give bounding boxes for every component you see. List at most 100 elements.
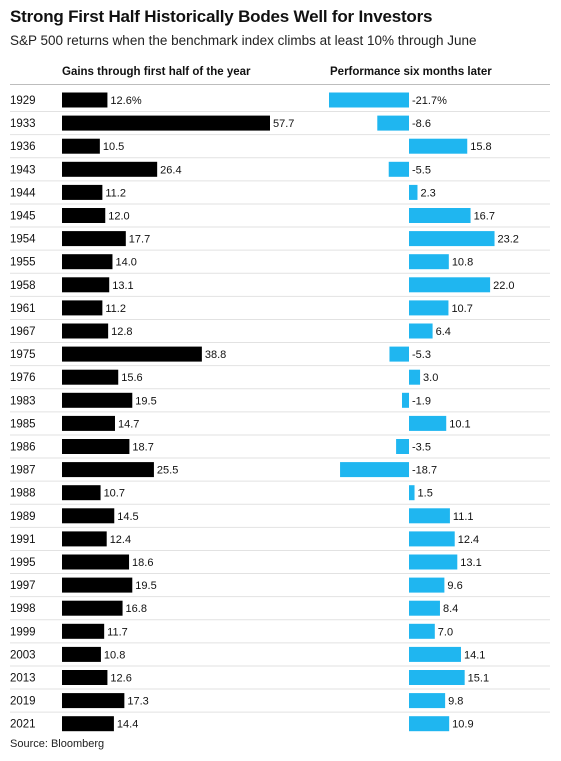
six-month-bar bbox=[409, 577, 445, 593]
six-month-bar bbox=[409, 323, 433, 339]
six-month-value-label: -5.3 bbox=[412, 349, 431, 361]
year-label: 1954 bbox=[10, 234, 36, 246]
six-month-value-label: 23.2 bbox=[498, 234, 519, 246]
six-month-value-label: 10.7 bbox=[451, 303, 472, 315]
gain-value-label: 15.6 bbox=[121, 372, 142, 384]
six-month-value-label: 10.8 bbox=[452, 257, 473, 269]
year-label: 1983 bbox=[10, 395, 36, 407]
six-month-value-label: 7.0 bbox=[438, 626, 453, 638]
year-label: 1945 bbox=[10, 211, 36, 223]
year-label: 1943 bbox=[10, 164, 36, 176]
six-month-bar bbox=[409, 300, 449, 316]
six-month-value-label: 12.4 bbox=[458, 534, 479, 546]
six-month-bar bbox=[409, 508, 450, 524]
year-label: 1989 bbox=[10, 511, 36, 523]
six-month-value-label: 6.4 bbox=[436, 326, 451, 338]
gain-value-label: 10.5 bbox=[103, 141, 124, 153]
gain-value-label: 19.5 bbox=[135, 580, 156, 592]
gain-bar bbox=[62, 138, 100, 154]
gain-bar bbox=[62, 277, 110, 293]
gain-bar bbox=[62, 462, 154, 478]
year-label: 2003 bbox=[10, 649, 36, 661]
year-label: 1955 bbox=[10, 257, 36, 269]
six-month-bar bbox=[409, 716, 450, 732]
year-label: 1991 bbox=[10, 534, 36, 546]
six-month-bar bbox=[409, 531, 455, 547]
year-label: 1988 bbox=[10, 488, 36, 500]
gain-value-label: 17.7 bbox=[129, 234, 150, 246]
six-month-bar bbox=[409, 623, 435, 639]
six-month-value-label: -21.7% bbox=[412, 95, 447, 107]
gain-bar bbox=[62, 300, 103, 316]
gain-bar bbox=[62, 369, 119, 385]
gain-bar bbox=[62, 600, 123, 616]
year-label: 1961 bbox=[10, 303, 36, 315]
six-month-bar bbox=[409, 369, 421, 385]
year-label: 1936 bbox=[10, 141, 36, 153]
gain-value-label: 26.4 bbox=[160, 164, 181, 176]
six-month-bar bbox=[409, 208, 471, 223]
six-month-bar bbox=[409, 693, 446, 709]
six-month-bar bbox=[329, 92, 409, 108]
six-month-bar bbox=[409, 138, 468, 154]
gain-bar bbox=[62, 184, 103, 200]
six-month-bar bbox=[377, 115, 409, 131]
year-label: 1944 bbox=[10, 187, 36, 199]
gain-bar bbox=[62, 254, 113, 270]
gain-bar bbox=[62, 531, 107, 547]
gain-bar bbox=[62, 392, 133, 408]
gain-bar bbox=[62, 623, 105, 639]
six-month-bar bbox=[409, 231, 495, 247]
chart-subtitle: S&P 500 returns when the benchmark index… bbox=[10, 33, 477, 48]
year-label: 1958 bbox=[10, 280, 36, 292]
six-month-value-label: 11.1 bbox=[453, 511, 474, 523]
six-month-value-label: -3.5 bbox=[412, 442, 431, 454]
year-label: 1998 bbox=[10, 603, 36, 615]
year-label: 2013 bbox=[10, 673, 36, 685]
year-label: 2021 bbox=[10, 719, 36, 731]
gain-value-label: 10.8 bbox=[104, 649, 125, 661]
year-label: 1986 bbox=[10, 442, 36, 454]
six-month-value-label: 10.1 bbox=[449, 418, 470, 430]
year-label: 1929 bbox=[10, 95, 36, 107]
six-month-bar bbox=[389, 346, 409, 362]
gain-bar bbox=[62, 346, 202, 362]
gain-value-label: 18.7 bbox=[132, 442, 153, 454]
six-month-value-label: -8.6 bbox=[412, 118, 431, 130]
six-month-value-label: 15.1 bbox=[468, 673, 489, 685]
gain-value-label: 14.4 bbox=[117, 719, 138, 731]
gain-bar bbox=[62, 415, 115, 431]
gain-value-label: 17.3 bbox=[127, 696, 148, 708]
year-label: 1987 bbox=[10, 465, 36, 477]
year-label: 1933 bbox=[10, 118, 36, 130]
six-month-bar bbox=[401, 392, 409, 408]
six-month-value-label: 13.1 bbox=[460, 557, 481, 569]
six-month-bar bbox=[409, 254, 449, 270]
gain-bar bbox=[62, 208, 106, 223]
gain-bar bbox=[62, 115, 270, 131]
year-label: 2019 bbox=[10, 696, 36, 708]
year-label: 1985 bbox=[10, 418, 36, 430]
year-label: 1997 bbox=[10, 580, 36, 592]
six-month-bar bbox=[409, 554, 458, 570]
gain-value-label: 19.5 bbox=[135, 395, 156, 407]
six-month-value-label: 15.8 bbox=[470, 141, 491, 153]
gain-value-label: 14.5 bbox=[117, 511, 138, 523]
six-month-value-label: -1.9 bbox=[412, 395, 431, 407]
source-note: Source: Bloomberg bbox=[10, 738, 105, 750]
gain-value-label: 12.6% bbox=[110, 95, 141, 107]
gain-bar bbox=[62, 646, 101, 662]
gain-value-label: 38.8 bbox=[205, 349, 226, 361]
six-month-value-label: 8.4 bbox=[443, 603, 458, 615]
gain-value-label: 11.2 bbox=[105, 303, 126, 315]
right-panel-header: Performance six months later bbox=[330, 66, 492, 78]
gain-value-label: 16.8 bbox=[126, 603, 147, 615]
gain-value-label: 14.7 bbox=[118, 418, 139, 430]
six-month-bar bbox=[409, 277, 491, 293]
gain-bar bbox=[62, 508, 115, 524]
gain-bar bbox=[62, 554, 130, 570]
six-month-value-label: -18.7 bbox=[412, 465, 437, 477]
six-month-value-label: 3.0 bbox=[423, 372, 438, 384]
six-month-bar bbox=[409, 485, 415, 501]
gain-value-label: 12.6 bbox=[110, 673, 131, 685]
